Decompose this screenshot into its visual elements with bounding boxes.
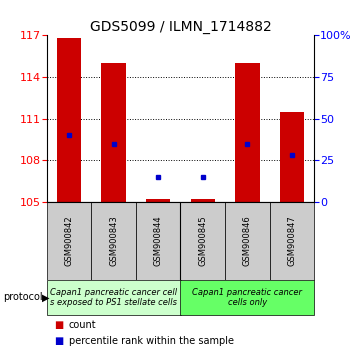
Bar — [57, 38, 82, 202]
Bar — [136, 202, 180, 280]
Text: GSM900847: GSM900847 — [287, 215, 296, 266]
Title: GDS5099 / ILMN_1714882: GDS5099 / ILMN_1714882 — [90, 21, 271, 34]
Bar — [101, 63, 126, 202]
Bar — [91, 202, 136, 280]
Text: GSM900844: GSM900844 — [154, 215, 163, 266]
Bar — [180, 280, 314, 315]
Bar — [146, 199, 170, 202]
Text: ▶: ▶ — [42, 292, 49, 302]
Bar — [180, 202, 225, 280]
Bar — [47, 280, 180, 315]
Bar — [235, 63, 260, 202]
Text: ■: ■ — [54, 336, 64, 346]
Bar — [270, 202, 314, 280]
Text: percentile rank within the sample: percentile rank within the sample — [69, 336, 234, 346]
Bar — [191, 199, 215, 202]
Text: Capan1 pancreatic cancer
cells only: Capan1 pancreatic cancer cells only — [192, 288, 302, 307]
Text: protocol: protocol — [4, 292, 43, 302]
Bar — [279, 112, 304, 202]
Text: Capan1 pancreatic cancer cell
s exposed to PS1 stellate cells: Capan1 pancreatic cancer cell s exposed … — [50, 288, 177, 307]
Text: GSM900846: GSM900846 — [243, 215, 252, 266]
Bar — [225, 202, 270, 280]
Text: GSM900845: GSM900845 — [198, 215, 207, 266]
Text: GSM900842: GSM900842 — [65, 215, 74, 266]
Text: ■: ■ — [54, 320, 64, 330]
Text: count: count — [69, 320, 96, 330]
Bar — [47, 202, 91, 280]
Text: GSM900843: GSM900843 — [109, 215, 118, 266]
